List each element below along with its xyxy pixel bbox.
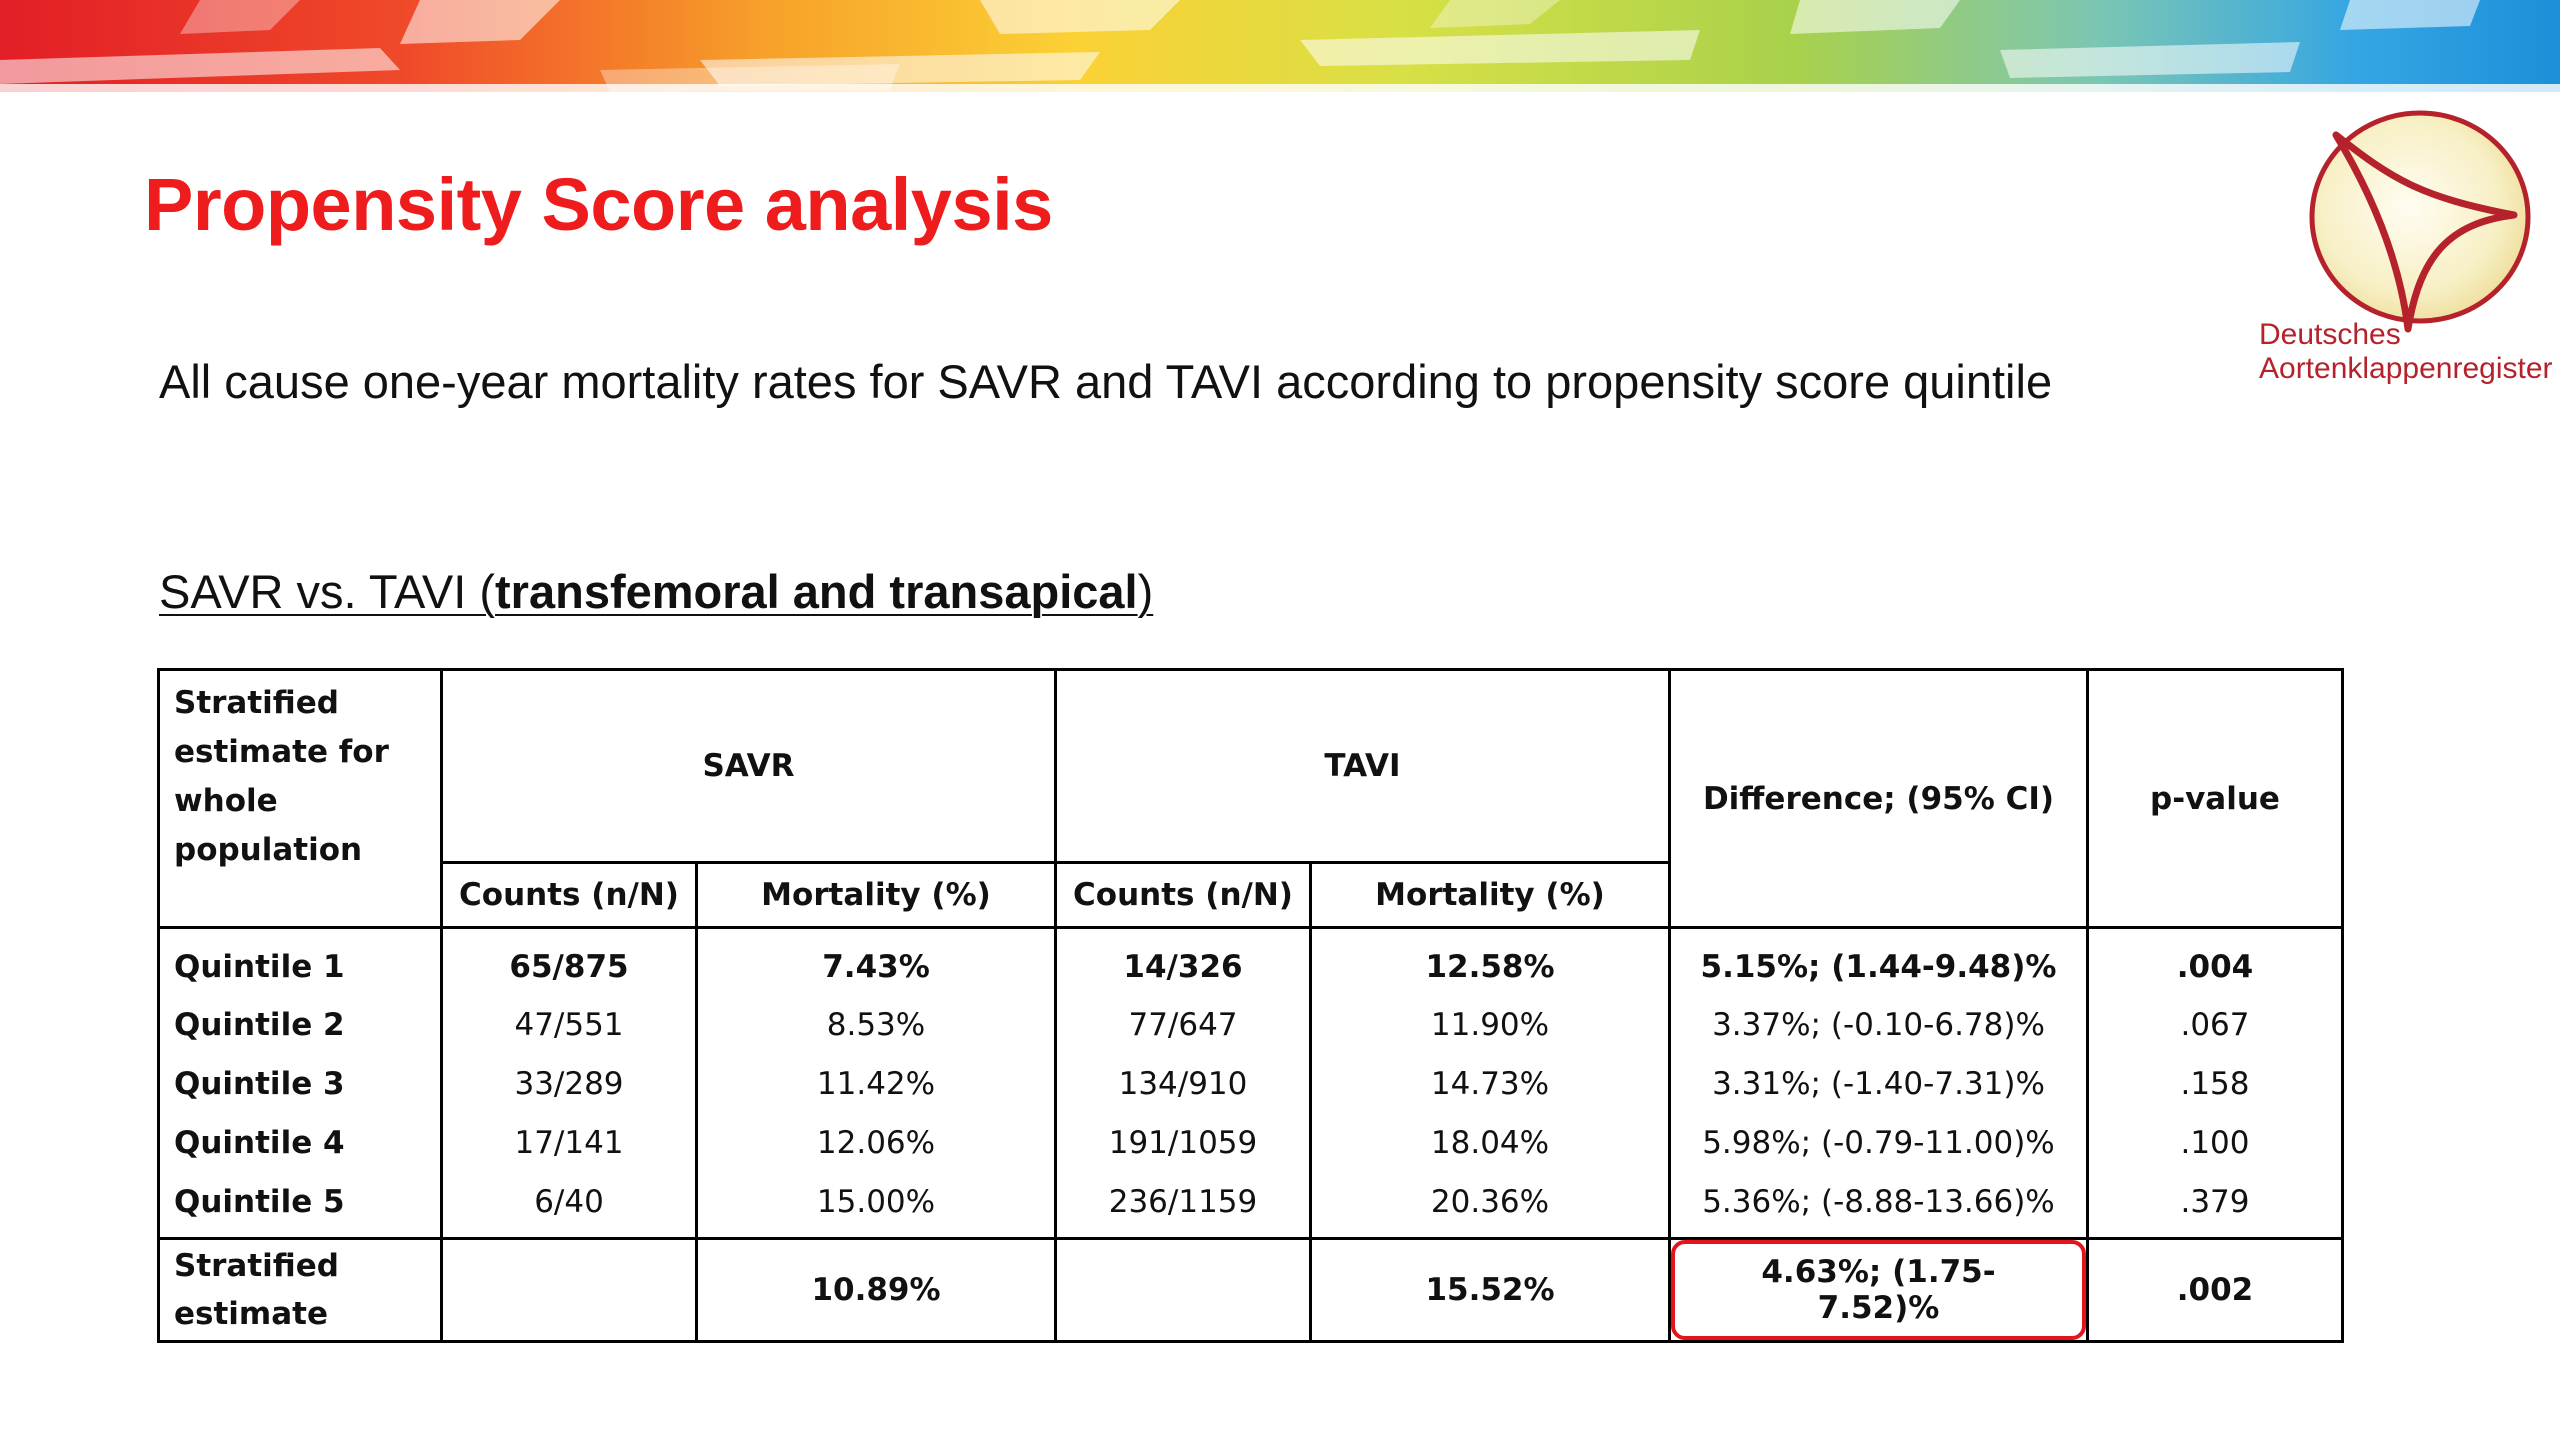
savr-mortality-cell: 12.06% [695,1113,1057,1172]
footer-tavi-counts [1054,1237,1312,1343]
header-difference: Difference; (95% CI) [1668,668,2089,929]
header-savr-counts: Counts (n/N) [440,861,698,929]
footer-tavi-mortality: 15.52% [1309,1237,1671,1343]
slide-title: Propensity Score analysis [144,163,1053,246]
stratified-estimate-row: Stratified estimate 10.89% 15.52% 4.63%;… [157,1237,2344,1343]
logo-line-2: Aortenklappenregister [2259,352,2553,385]
savr-counts-cell: 17/141 [440,1113,698,1172]
difference-cell: 3.37%; (-0.10-6.78)% [1668,995,2089,1054]
tavi-counts-cell: 134/910 [1054,1054,1312,1113]
header-savr-mortality: Mortality (%) [695,861,1057,929]
pvalue-cell: .379 [2086,1172,2344,1239]
difference-cell: 5.36%; (-8.88-13.66)% [1668,1172,2089,1239]
header-pvalue: p-value [2086,668,2344,929]
footer-savr-counts [440,1237,698,1343]
table-row: Quintile 3 33/289 11.42% 134/910 14.73% … [157,1054,2344,1113]
savr-mortality-cell: 15.00% [695,1172,1057,1239]
difference-cell: 5.15%; (1.44-9.48)% [1668,927,2089,995]
tavi-mortality-cell: 11.90% [1309,995,1671,1054]
row-label: Quintile 1 [157,927,443,995]
section-heading-plain: SAVR vs. TAVI ( [159,565,496,618]
logo-line-1: Deutsches [2259,318,2401,351]
tavi-counts-cell: 14/326 [1054,927,1312,995]
tavi-counts-cell: 191/1059 [1054,1113,1312,1172]
footer-savr-mortality: 10.89% [695,1237,1057,1343]
header-tavi: TAVI [1054,668,1671,864]
table-row: Quintile 1 65/875 7.43% 14/326 12.58% 5.… [157,927,2344,995]
section-heading: SAVR vs. TAVI (transfemoral and transapi… [159,568,1153,615]
pvalue-cell: .067 [2086,995,2344,1054]
footer-label: Stratified estimate [157,1237,443,1343]
header-tavi-counts: Counts (n/N) [1054,861,1312,929]
mortality-table-container: Stratified estimate for whole population… [157,668,2344,1343]
table-row: Quintile 5 6/40 15.00% 236/1159 20.36% 5… [157,1172,2344,1239]
row-label: Quintile 2 [157,995,443,1054]
pvalue-cell: .004 [2086,927,2344,995]
footer-pvalue: .002 [2086,1237,2344,1343]
tavi-mortality-cell: 20.36% [1309,1172,1671,1239]
tavi-counts-cell: 77/647 [1054,995,1312,1054]
row-label: Quintile 5 [157,1172,443,1239]
table-row: Quintile 4 17/141 12.06% 191/1059 18.04%… [157,1113,2344,1172]
decorative-rainbow-banner [0,0,2560,92]
difference-cell: 5.98%; (-0.79-11.00)% [1668,1113,2089,1172]
header-savr: SAVR [440,668,1057,864]
tavi-mortality-cell: 14.73% [1309,1054,1671,1113]
table-row: Quintile 2 47/551 8.53% 77/647 11.90% 3.… [157,995,2344,1054]
registry-logo-text: Deutsches Aortenklappenregister [2259,318,2553,386]
registry-logo-icon [2309,110,2531,333]
pvalue-cell: .158 [2086,1054,2344,1113]
row-label: Quintile 4 [157,1113,443,1172]
savr-counts-cell: 33/289 [440,1054,698,1113]
difference-cell: 3.31%; (-1.40-7.31)% [1668,1054,2089,1113]
highlighted-difference: 4.63%; (1.75-7.52)% [1671,1240,2086,1340]
footer-difference: 4.63%; (1.75-7.52)% [1668,1237,2089,1343]
section-heading-bold: transfemoral and transapical [495,565,1138,618]
tavi-mortality-cell: 12.58% [1309,927,1671,995]
savr-counts-cell: 47/551 [440,995,698,1054]
slide-subtitle: All cause one-year mortality rates for S… [159,355,2053,408]
mortality-table: Stratified estimate for whole population… [157,668,2344,1343]
savr-mortality-cell: 11.42% [695,1054,1057,1113]
savr-mortality-cell: 8.53% [695,995,1057,1054]
header-tavi-mortality: Mortality (%) [1309,861,1671,929]
tavi-counts-cell: 236/1159 [1054,1172,1312,1239]
pvalue-cell: .100 [2086,1113,2344,1172]
savr-counts-cell: 6/40 [440,1172,698,1239]
row-label: Quintile 3 [157,1054,443,1113]
section-heading-close: ) [1137,565,1154,618]
savr-counts-cell: 65/875 [440,927,698,995]
header-stratified-population: Stratified estimate for whole population [157,668,443,929]
savr-mortality-cell: 7.43% [695,927,1057,995]
tavi-mortality-cell: 18.04% [1309,1113,1671,1172]
